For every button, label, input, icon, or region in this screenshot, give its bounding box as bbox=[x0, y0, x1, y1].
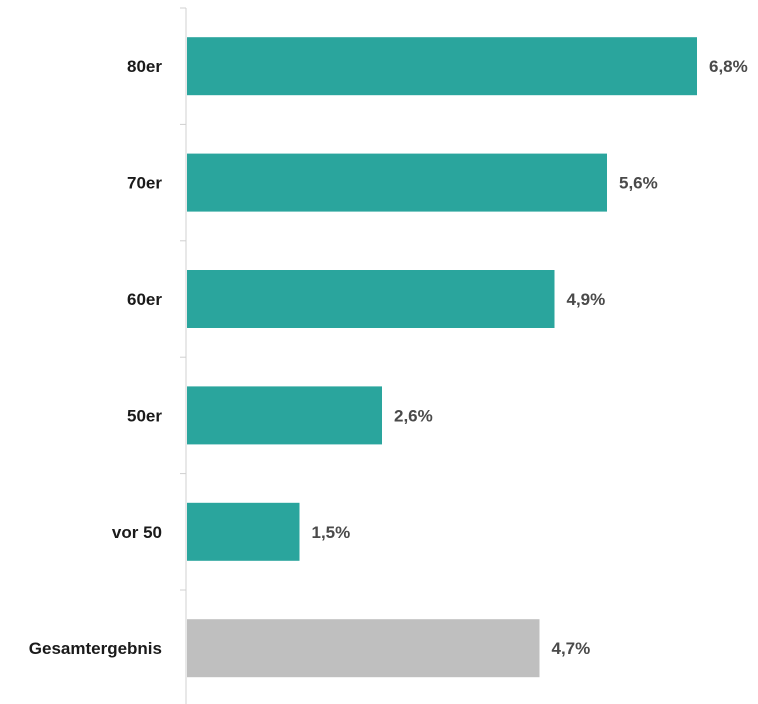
category-label: Gesamtergebnis bbox=[29, 639, 162, 658]
data-label: 6,8% bbox=[709, 57, 748, 76]
category-label: 60er bbox=[127, 290, 162, 309]
category-label: vor 50 bbox=[112, 523, 162, 542]
bar bbox=[187, 270, 555, 328]
bar-total bbox=[187, 619, 540, 677]
data-label: 4,9% bbox=[567, 290, 606, 309]
bar bbox=[187, 503, 300, 561]
category-label: 50er bbox=[127, 406, 162, 425]
category-label: 80er bbox=[127, 57, 162, 76]
data-label: 5,6% bbox=[619, 174, 658, 193]
data-label: 1,5% bbox=[312, 523, 351, 542]
data-label: 4,7% bbox=[552, 639, 591, 658]
bar bbox=[187, 154, 607, 212]
data-label: 2,6% bbox=[394, 406, 433, 425]
category-label: 70er bbox=[127, 174, 162, 193]
bar bbox=[187, 386, 382, 444]
bar bbox=[187, 37, 697, 95]
